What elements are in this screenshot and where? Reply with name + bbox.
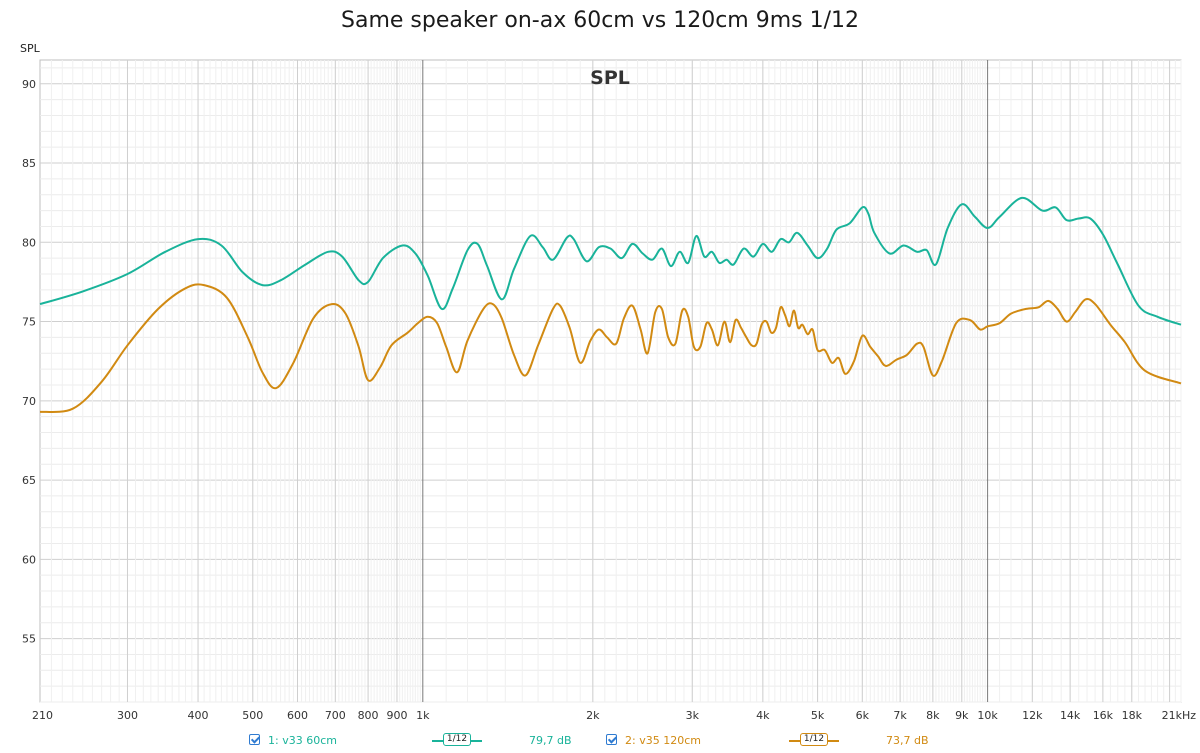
x-tick-label: 8k xyxy=(926,709,940,722)
series-line-1 xyxy=(39,196,1182,326)
y-tick-label: 55 xyxy=(22,633,36,646)
x-tick-label: 10k xyxy=(977,709,998,722)
x-tick-label: 16k xyxy=(1093,709,1114,722)
x-tick-label: 2k xyxy=(586,709,600,722)
series-1-level: 79,7 dB xyxy=(529,734,572,747)
x-tick-label: 800 xyxy=(358,709,379,722)
x-tick-label: 18k xyxy=(1122,709,1143,722)
series-1-checkbox[interactable] xyxy=(249,734,260,745)
series-2-level: 73,7 dB xyxy=(886,734,929,747)
x-tick-label: 300 xyxy=(117,709,138,722)
chart-title: Same speaker on-ax 60cm vs 120cm 9ms 1/1… xyxy=(341,8,859,33)
x-tick-label: 4k xyxy=(756,709,770,722)
x-tick-label: 5k xyxy=(811,709,825,722)
series-2-smoothing[interactable]: 1/12 xyxy=(789,733,839,747)
y-tick-label: 90 xyxy=(22,78,36,91)
series-line-2 xyxy=(39,283,1182,414)
series-2-label: 2: v35 120cm xyxy=(625,734,701,747)
x-tick-label: 7k xyxy=(893,709,907,722)
y-tick-label: 85 xyxy=(22,157,36,170)
y-tick-label: 75 xyxy=(22,316,36,329)
x-tick-label: 600 xyxy=(287,709,308,722)
grid-layer xyxy=(39,59,1182,703)
legend: 1: v33 60cm 1/12 79,7 dB 2: v35 120cm 1/… xyxy=(0,732,1200,752)
y-axis-label: SPL xyxy=(20,42,41,55)
y-tick-label: 60 xyxy=(22,553,36,566)
x-tick-label: 400 xyxy=(188,709,209,722)
y-tick-label: 65 xyxy=(22,474,36,487)
x-tick-label: 210 xyxy=(32,709,53,722)
plot-frame xyxy=(39,59,1182,703)
x-tick-label: 12k xyxy=(1022,709,1043,722)
y-tick-label: 80 xyxy=(22,236,36,249)
x-tick-label: 14k xyxy=(1060,709,1081,722)
series-1-smoothing[interactable]: 1/12 xyxy=(432,733,482,747)
x-tick-label: 900 xyxy=(386,709,407,722)
series-2-checkbox[interactable] xyxy=(606,734,617,745)
series-1-smoothing-box: 1/12 xyxy=(443,733,471,746)
x-tick-label: 500 xyxy=(242,709,263,722)
y-tick-label: 70 xyxy=(22,395,36,408)
x-tick-label: 3k xyxy=(686,709,700,722)
x-tick-label: 9k xyxy=(955,709,969,722)
series-1-label: 1: v33 60cm xyxy=(268,734,337,747)
x-tick-label: 700 xyxy=(325,709,346,722)
series-layer xyxy=(39,196,1182,414)
axis-layer: 55 60 65 70 75 80 85 90 210 300 400 500 600 700 800 900… xyxy=(22,78,1196,722)
x-tick-label: 21kHz xyxy=(1162,709,1197,722)
x-tick-label: 1k xyxy=(416,709,430,722)
series-2-smoothing-box: 1/12 xyxy=(800,733,828,746)
panel-label: SPL xyxy=(590,67,630,89)
x-tick-label: 6k xyxy=(856,709,870,722)
